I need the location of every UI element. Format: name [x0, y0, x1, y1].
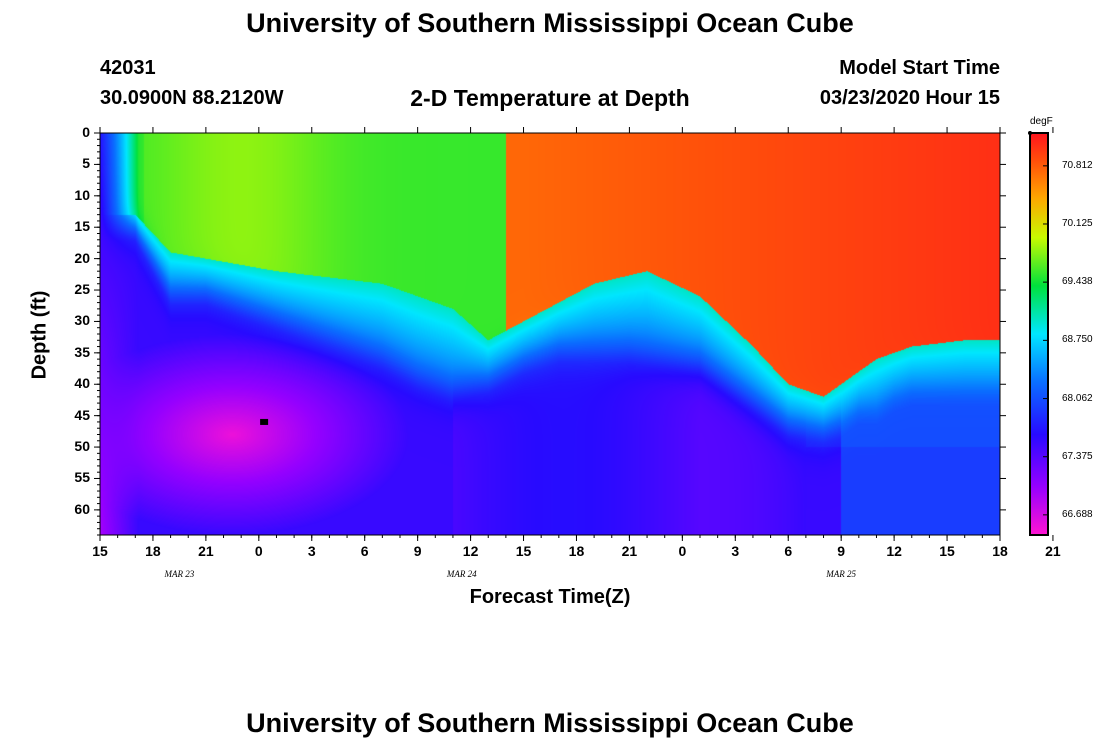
x-tick-label: 0 — [678, 543, 687, 559]
footer-title: University of Southern Mississippi Ocean… — [246, 708, 854, 738]
y-tick-label: 25 — [74, 281, 90, 298]
plot-subtitle: 2-D Temperature at Depth — [410, 85, 690, 111]
x-tick-label: 9 — [837, 543, 846, 559]
model-start-value: 03/23/2020 Hour 15 — [819, 87, 1000, 109]
chart-title: University of Southern Mississippi Ocean… — [246, 8, 854, 38]
plot-border — [99, 132, 1001, 536]
temperature-field — [100, 133, 1000, 535]
y-tick-label: 20 — [74, 249, 90, 266]
x-tick-label: 12 — [462, 543, 479, 559]
colorbar — [1029, 132, 1049, 536]
y-tick-label: 40 — [74, 375, 90, 392]
x-tick-label: 6 — [360, 543, 369, 559]
y-tick-label: 55 — [74, 469, 90, 486]
x-axis-label: Forecast Time(Z) — [469, 586, 631, 608]
y-tick-label: 0 — [82, 124, 90, 140]
colorbar-label: 70.125 — [1062, 217, 1093, 229]
x-tick-label: 18 — [145, 543, 161, 559]
x-tick-label: 15 — [939, 543, 955, 559]
colorbar-label: 68.062 — [1062, 392, 1093, 404]
x-tick-label: 3 — [731, 543, 740, 559]
colorbar-label: 70.812 — [1062, 159, 1093, 171]
colorbar-label: 68.750 — [1062, 334, 1093, 346]
x-tick-label: 6 — [784, 543, 793, 559]
y-tick-label: 50 — [74, 438, 90, 455]
station-id: 42031 — [100, 57, 156, 79]
colorbar-corner — [1028, 131, 1032, 135]
colorbar-label: 66.688 — [1062, 508, 1093, 520]
y-tick-label: 45 — [74, 406, 90, 423]
model-start-label: Model Start Time — [839, 57, 1000, 79]
station-coordinates: 30.0900N 88.2120W — [100, 87, 284, 109]
date-label: MAR 23 — [164, 569, 195, 579]
date-label: MAR 25 — [826, 569, 857, 579]
temperature-heatmap — [100, 133, 1000, 535]
colorbar-unit: degF — [1030, 116, 1053, 127]
y-tick-label: 10 — [74, 186, 90, 203]
y-tick-label: 15 — [74, 218, 90, 235]
x-tick-label: 18 — [568, 543, 585, 559]
date-label: MAR 24 — [446, 569, 477, 579]
x-tick-label: 0 — [254, 543, 263, 559]
x-tick-label: 15 — [515, 543, 532, 559]
colorbar-label: 67.375 — [1062, 450, 1093, 462]
x-tick-label: 18 — [992, 543, 1008, 559]
y-tick-label: 35 — [74, 343, 90, 360]
y-tick-label: 5 — [82, 155, 90, 172]
x-tick-label: 9 — [413, 543, 422, 559]
x-tick-label: 21 — [198, 543, 214, 559]
x-tick-label: 3 — [307, 543, 316, 559]
x-tick-label: 15 — [92, 543, 108, 559]
y-tick-label: 30 — [74, 312, 90, 329]
x-tick-label: 21 — [1045, 543, 1061, 559]
colorbar-label: 69.438 — [1062, 276, 1093, 288]
y-axis-label: Depth (ft) — [28, 290, 51, 380]
position-marker — [260, 418, 269, 425]
y-tick-label: 60 — [74, 500, 90, 517]
x-tick-label: 21 — [621, 543, 638, 559]
x-tick-label: 12 — [886, 543, 902, 559]
